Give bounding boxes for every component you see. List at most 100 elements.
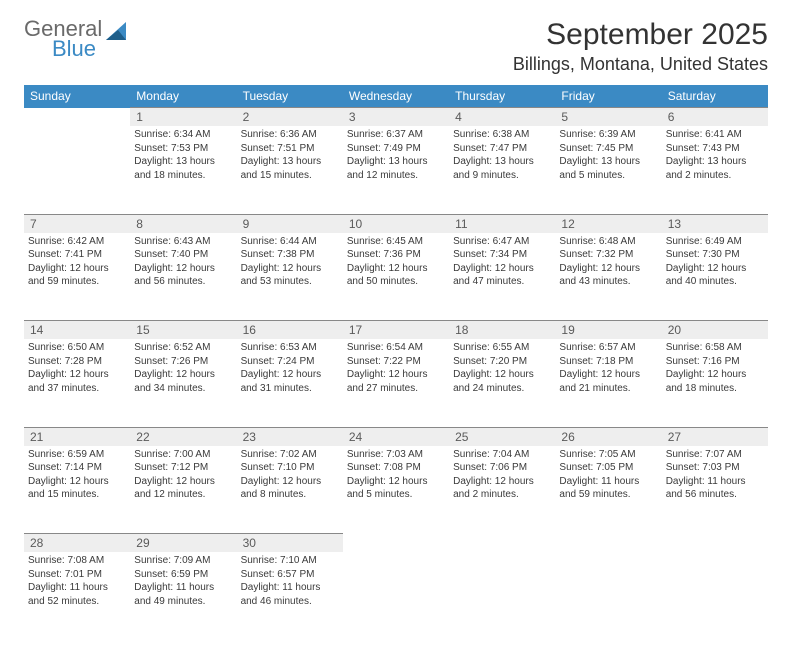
day-sunrise: Sunrise: 6:50 AM bbox=[28, 341, 126, 355]
day-dl1: Daylight: 11 hours bbox=[28, 581, 126, 595]
day-sunset: Sunset: 7:28 PM bbox=[28, 355, 126, 369]
day-number: 20 bbox=[662, 321, 768, 340]
day-cell: Sunrise: 6:38 AMSunset: 7:47 PMDaylight:… bbox=[449, 126, 555, 214]
week-row: Sunrise: 6:42 AMSunset: 7:41 PM Daylight:… bbox=[24, 233, 768, 321]
day-dl1: Daylight: 11 hours bbox=[559, 475, 657, 489]
day-dl2: and 52 minutes. bbox=[28, 595, 126, 609]
day-cell: Sunrise: 7:07 AMSunset: 7:03 PMDaylight:… bbox=[662, 446, 768, 534]
day-cell: Sunrise: 6:36 AMSunset: 7:51 PMDaylight:… bbox=[237, 126, 343, 214]
day-sunrise: Sunrise: 7:09 AM bbox=[134, 554, 232, 568]
day-cell: Sunrise: 6:49 AMSunset: 7:30 PMDaylight:… bbox=[662, 233, 768, 321]
day-dl1: Daylight: 12 hours bbox=[241, 368, 339, 382]
weekday-header-row: Sunday Monday Tuesday Wednesday Thursday… bbox=[24, 85, 768, 108]
weekday-header: Thursday bbox=[449, 85, 555, 108]
day-dl2: and 2 minutes. bbox=[453, 488, 551, 502]
day-dl1: Daylight: 12 hours bbox=[347, 262, 445, 276]
day-sunrise: Sunrise: 6:34 AM bbox=[134, 128, 232, 142]
day-sunset: Sunset: 7:41 PM bbox=[28, 248, 126, 262]
location-text: Billings, Montana, United States bbox=[513, 54, 768, 75]
day-dl1: Daylight: 12 hours bbox=[28, 475, 126, 489]
weekday-header: Sunday bbox=[24, 85, 130, 108]
day-cell: Sunrise: 7:10 AMSunset: 6:57 PMDaylight:… bbox=[237, 552, 343, 640]
day-sunset: Sunset: 6:59 PM bbox=[134, 568, 232, 582]
day-dl1: Daylight: 12 hours bbox=[134, 475, 232, 489]
day-cell: Sunrise: 6:39 AMSunset: 7:45 PMDaylight:… bbox=[555, 126, 661, 214]
day-dl2: and 56 minutes. bbox=[666, 488, 764, 502]
day-sunset: Sunset: 7:24 PM bbox=[241, 355, 339, 369]
day-number: 19 bbox=[555, 321, 661, 340]
day-cell: Sunrise: 6:50 AMSunset: 7:28 PMDaylight:… bbox=[24, 339, 130, 427]
daynum-row: 123456 bbox=[24, 108, 768, 127]
day-number: 7 bbox=[24, 214, 130, 233]
day-sunrise: Sunrise: 6:41 AM bbox=[666, 128, 764, 142]
day-dl1: Daylight: 12 hours bbox=[347, 475, 445, 489]
day-cell: Sunrise: 6:34 AMSunset: 7:53 PMDaylight:… bbox=[130, 126, 236, 214]
day-dl2: and 21 minutes. bbox=[559, 382, 657, 396]
weekday-header: Wednesday bbox=[343, 85, 449, 108]
day-number: 24 bbox=[343, 427, 449, 446]
day-dl1: Daylight: 12 hours bbox=[241, 475, 339, 489]
day-number: 9 bbox=[237, 214, 343, 233]
day-dl2: and 31 minutes. bbox=[241, 382, 339, 396]
day-dl2: and 27 minutes. bbox=[347, 382, 445, 396]
day-dl1: Daylight: 13 hours bbox=[134, 155, 232, 169]
day-sunrise: Sunrise: 6:42 AM bbox=[28, 235, 126, 249]
day-dl2: and 12 minutes. bbox=[347, 169, 445, 183]
day-cell: Sunrise: 6:57 AMSunset: 7:18 PMDaylight:… bbox=[555, 339, 661, 427]
day-dl1: Daylight: 11 hours bbox=[241, 581, 339, 595]
day-cell: Sunrise: 6:42 AMSunset: 7:41 PMDaylight:… bbox=[24, 233, 130, 321]
day-sunrise: Sunrise: 6:43 AM bbox=[134, 235, 232, 249]
day-sunrise: Sunrise: 6:53 AM bbox=[241, 341, 339, 355]
day-sunset: Sunset: 7:10 PM bbox=[241, 461, 339, 475]
day-sunset: Sunset: 7:43 PM bbox=[666, 142, 764, 156]
day-sunrise: Sunrise: 6:49 AM bbox=[666, 235, 764, 249]
day-dl1: Daylight: 12 hours bbox=[559, 368, 657, 382]
day-number: 18 bbox=[449, 321, 555, 340]
day-sunset: Sunset: 7:01 PM bbox=[28, 568, 126, 582]
day-sunset: Sunset: 7:36 PM bbox=[347, 248, 445, 262]
day-sunrise: Sunrise: 6:38 AM bbox=[453, 128, 551, 142]
day-sunset: Sunset: 7:14 PM bbox=[28, 461, 126, 475]
day-dl1: Daylight: 12 hours bbox=[559, 262, 657, 276]
day-dl1: Daylight: 11 hours bbox=[666, 475, 764, 489]
day-sunset: Sunset: 7:30 PM bbox=[666, 248, 764, 262]
day-dl1: Daylight: 12 hours bbox=[666, 368, 764, 382]
day-sunset: Sunset: 7:49 PM bbox=[347, 142, 445, 156]
day-cell: Sunrise: 6:37 AMSunset: 7:49 PMDaylight:… bbox=[343, 126, 449, 214]
week-row: Sunrise: 6:59 AMSunset: 7:14 PMDaylight:… bbox=[24, 446, 768, 534]
day-dl2: and 56 minutes. bbox=[134, 275, 232, 289]
day-dl1: Daylight: 12 hours bbox=[134, 368, 232, 382]
day-sunset: Sunset: 7:12 PM bbox=[134, 461, 232, 475]
day-cell: Sunrise: 6:43 AMSunset: 7:40 PMDaylight:… bbox=[130, 233, 236, 321]
day-sunset: Sunset: 7:03 PM bbox=[666, 461, 764, 475]
day-dl2: and 18 minutes. bbox=[666, 382, 764, 396]
day-cell: Sunrise: 6:59 AMSunset: 7:14 PMDaylight:… bbox=[24, 446, 130, 534]
day-dl2: and 59 minutes. bbox=[28, 275, 126, 289]
day-cell: Sunrise: 7:04 AMSunset: 7:06 PMDaylight:… bbox=[449, 446, 555, 534]
day-dl1: Daylight: 13 hours bbox=[241, 155, 339, 169]
day-cell bbox=[662, 552, 768, 640]
day-number bbox=[555, 534, 661, 553]
day-sunset: Sunset: 7:53 PM bbox=[134, 142, 232, 156]
day-cell: Sunrise: 7:03 AMSunset: 7:08 PMDaylight:… bbox=[343, 446, 449, 534]
day-dl2: and 53 minutes. bbox=[241, 275, 339, 289]
day-sunset: Sunset: 7:06 PM bbox=[453, 461, 551, 475]
day-sunset: Sunset: 7:05 PM bbox=[559, 461, 657, 475]
day-sunrise: Sunrise: 7:08 AM bbox=[28, 554, 126, 568]
day-sunrise: Sunrise: 7:03 AM bbox=[347, 448, 445, 462]
logo: General Blue bbox=[24, 18, 130, 60]
day-number bbox=[24, 108, 130, 127]
day-dl2: and 2 minutes. bbox=[666, 169, 764, 183]
day-sunrise: Sunrise: 6:39 AM bbox=[559, 128, 657, 142]
day-number: 2 bbox=[237, 108, 343, 127]
day-cell bbox=[24, 126, 130, 214]
day-dl2: and 5 minutes. bbox=[347, 488, 445, 502]
day-sunrise: Sunrise: 7:04 AM bbox=[453, 448, 551, 462]
day-dl2: and 15 minutes. bbox=[241, 169, 339, 183]
day-dl1: Daylight: 12 hours bbox=[347, 368, 445, 382]
weekday-header: Tuesday bbox=[237, 85, 343, 108]
day-number: 26 bbox=[555, 427, 661, 446]
day-cell: Sunrise: 6:41 AMSunset: 7:43 PMDaylight:… bbox=[662, 126, 768, 214]
day-dl1: Daylight: 11 hours bbox=[134, 581, 232, 595]
day-sunset: Sunset: 7:38 PM bbox=[241, 248, 339, 262]
